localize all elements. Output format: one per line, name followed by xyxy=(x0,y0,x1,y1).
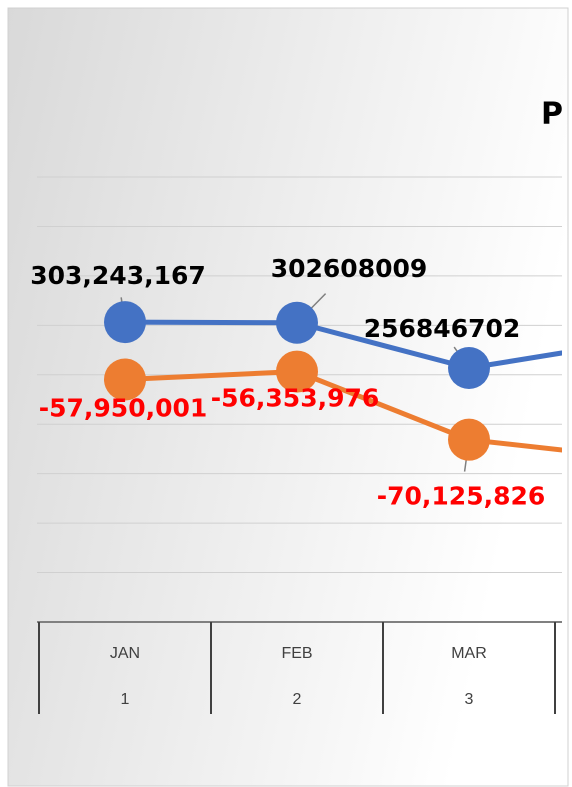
x-sub-label: 1 xyxy=(121,691,130,708)
x-tick-label: FEB xyxy=(281,645,312,662)
series-line xyxy=(124,319,562,371)
x-sub-label: 2 xyxy=(293,691,302,708)
chart-title: P xyxy=(541,97,563,132)
series-line xyxy=(124,369,562,453)
point xyxy=(276,301,318,344)
data-label: -57,950,001 xyxy=(39,393,208,422)
data-label: 256846702 xyxy=(364,314,521,343)
x-tick-label: MAR xyxy=(451,645,487,662)
data-label: -56,353,976 xyxy=(211,384,380,413)
plot-area: JAN 1 FEB 2 MAR 3 303,243,167 302608009 25684670… xyxy=(30,97,563,714)
data-label: 303,243,167 xyxy=(30,261,206,290)
x-sub-label: 3 xyxy=(465,691,474,708)
point xyxy=(448,347,490,390)
point xyxy=(104,358,146,401)
data-label: 302608009 xyxy=(271,254,428,283)
point xyxy=(276,350,318,393)
data-label: -70,125,826 xyxy=(377,482,546,511)
point xyxy=(104,301,146,344)
chart-background xyxy=(7,7,569,787)
x-tick-label: JAN xyxy=(110,645,140,662)
point xyxy=(448,418,490,461)
